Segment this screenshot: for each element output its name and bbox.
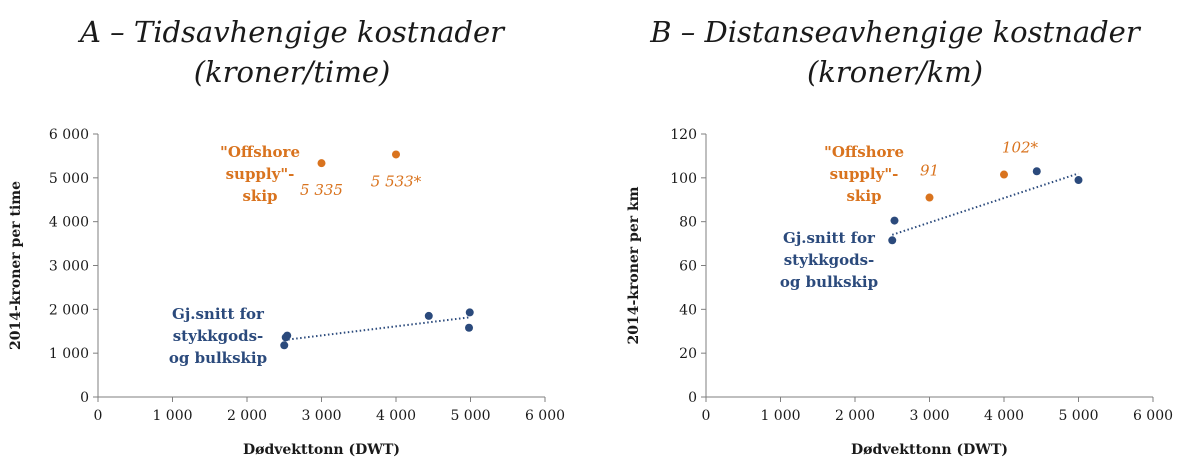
x-axis-label: Dødvekttonn (DWT) [243, 442, 400, 458]
bulk-point [280, 341, 289, 350]
data-label: 102* [1002, 139, 1039, 157]
y-tick-label: 60 [679, 259, 697, 275]
group-label: "Offshore [220, 143, 300, 161]
bulk-point [424, 311, 433, 320]
y-tick-label: 80 [679, 215, 697, 231]
y-tick-label: 4 000 [49, 215, 89, 231]
group-label: Gj.snitt for [172, 305, 265, 323]
y-tick-label: 0 [80, 390, 89, 406]
y-tick-label: 5 000 [49, 171, 89, 187]
y-tick-label: 20 [679, 346, 697, 362]
bulk-point [283, 331, 292, 340]
group-label: supply"- [226, 165, 295, 183]
offshore-point [317, 159, 326, 168]
x-tick-label: 2 000 [835, 408, 875, 424]
chart-title-line: (kroner/time) [194, 55, 391, 89]
offshore-point [392, 150, 400, 159]
x-tick-label: 2 000 [227, 408, 267, 424]
chart-panel-b: B – Distanseavhengige kostnader (kroner/k… [626, 15, 1173, 458]
y-tick-label: 100 [670, 171, 697, 187]
group-label: stykkgods- [173, 327, 264, 345]
chart-panel-a: A – Tidsavhengige kostnader (kroner/time)… [8, 15, 565, 458]
y-tick-label: 3 000 [49, 259, 89, 275]
group-label: "Offshore [824, 143, 904, 161]
chart-title-line: (kroner/km) [807, 55, 983, 89]
bulk-point [465, 323, 474, 332]
group-label: og bulkskip [780, 273, 878, 291]
group-label: og bulkskip [169, 349, 267, 367]
x-tick-label: 3 000 [301, 408, 341, 424]
y-tick-label: 120 [670, 127, 697, 143]
chart-title-line: B – Distanseavhengige kostnader [649, 15, 1142, 49]
data-label: 5 533* [371, 172, 422, 190]
y-tick-label: 1 000 [49, 346, 89, 362]
trendline [891, 172, 1079, 236]
x-tick-label: 4 000 [984, 408, 1024, 424]
data-label: 91 [920, 162, 939, 180]
y-tick-label: 6 000 [49, 127, 89, 143]
bulk-point [465, 308, 474, 317]
bulk-point [1074, 176, 1083, 185]
offshore-point [925, 193, 934, 202]
offshore-point [1000, 170, 1008, 179]
x-axis-label: Dødvekttonn (DWT) [851, 442, 1008, 458]
bulk-point [1032, 167, 1041, 176]
group-label: stykkgods- [784, 251, 875, 269]
x-tick-label: 0 [702, 408, 711, 424]
trendline [284, 316, 471, 342]
y-axis-label: 2014-kroner per time [8, 181, 24, 350]
y-tick-label: 0 [688, 390, 697, 406]
bulk-point [888, 236, 897, 245]
x-tick-label: 6 000 [525, 408, 565, 424]
x-tick-label: 3 000 [909, 408, 949, 424]
x-tick-label: 1 000 [760, 408, 800, 424]
x-tick-label: 0 [94, 408, 103, 424]
group-label: skip [242, 187, 277, 205]
x-tick-label: 1 000 [152, 408, 192, 424]
group-label: Gj.snitt for [783, 229, 876, 247]
bulk-point [890, 216, 899, 225]
y-tick-label: 40 [679, 302, 697, 318]
x-tick-label: 5 000 [1058, 408, 1098, 424]
y-axis-label: 2014-kroner per km [626, 186, 642, 344]
chart-title-line: A – Tidsavhengige kostnader [77, 15, 506, 49]
x-tick-label: 4 000 [376, 408, 416, 424]
y-tick-label: 2 000 [49, 302, 89, 318]
x-tick-label: 6 000 [1133, 408, 1173, 424]
group-label: skip [846, 187, 881, 205]
data-label: 5 335 [300, 181, 343, 199]
x-tick-label: 5 000 [450, 408, 490, 424]
group-label: supply"- [830, 165, 899, 183]
